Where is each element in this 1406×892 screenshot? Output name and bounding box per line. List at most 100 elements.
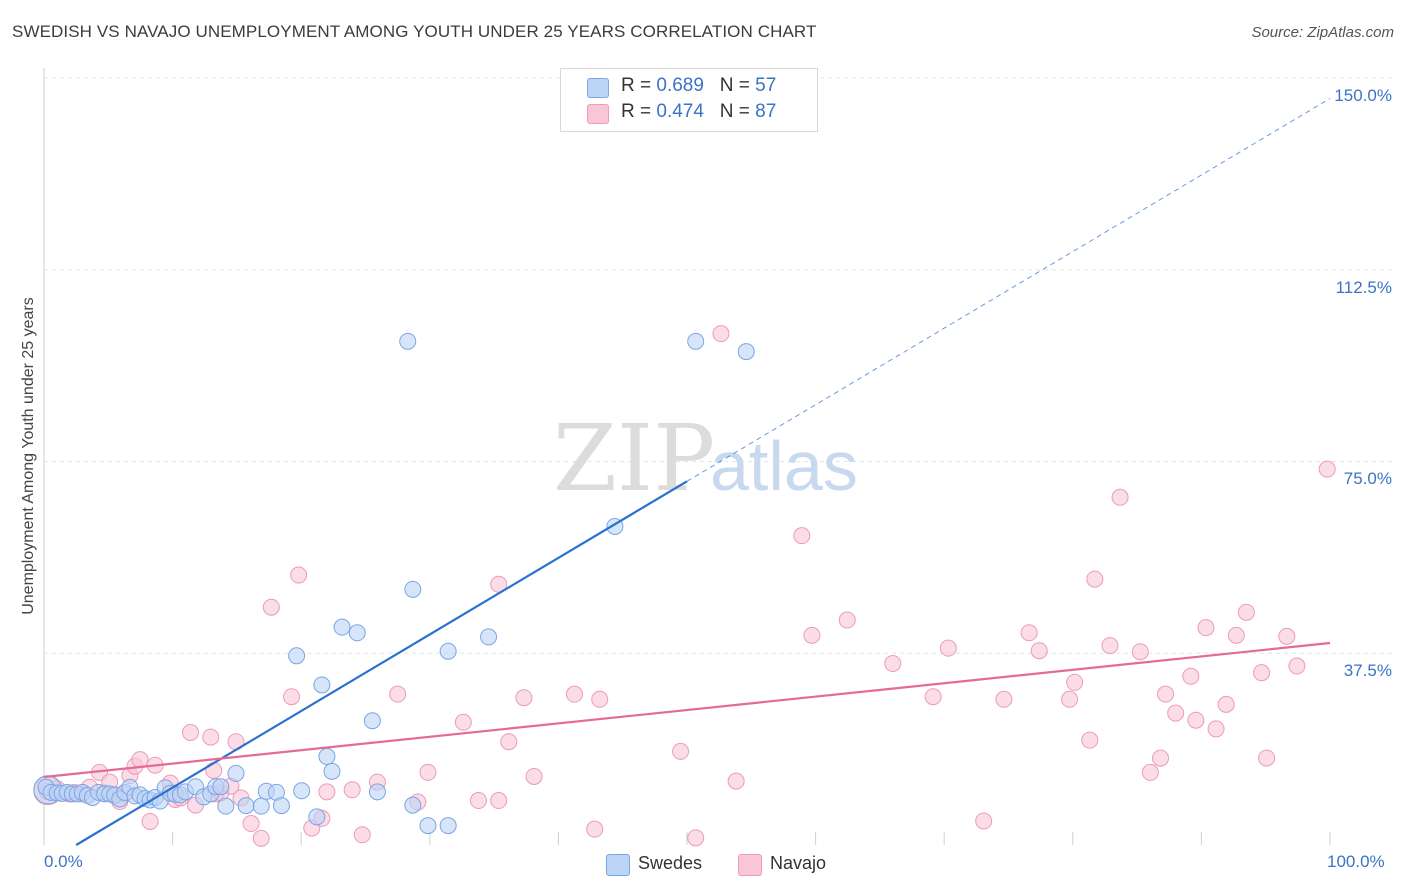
swedes-point-36 — [252, 797, 270, 815]
swedes-point-32 — [212, 778, 230, 796]
navajo-point-31 — [252, 829, 270, 847]
navajo-legend-label: Navajo — [770, 853, 827, 873]
swedes-point-35 — [237, 797, 255, 815]
swedes-point-51 — [404, 796, 422, 814]
swedes-point-50 — [404, 580, 422, 598]
navajo-point-83 — [1217, 695, 1235, 713]
navajo-point-38 — [343, 781, 361, 799]
swedes-legend-label: Swedes — [638, 853, 703, 873]
navajo-point-44 — [454, 713, 472, 731]
navajo-point-77 — [1157, 685, 1175, 703]
navajo-point-84 — [1227, 626, 1245, 644]
y-axis-label: Unemployment Among Youth under 25 years — [20, 297, 37, 615]
navajo-point-30 — [242, 815, 260, 833]
swedes-trend-solid — [75, 480, 688, 846]
swedes-point-44 — [318, 748, 336, 766]
swedes-point-34 — [227, 764, 245, 782]
navajo-point-61 — [884, 654, 902, 672]
navajo-point-70 — [1081, 731, 1099, 749]
navajo-point-15 — [141, 812, 159, 830]
navajo-point-32 — [262, 598, 280, 616]
swedes-swatch — [587, 78, 609, 98]
navajo-point-62 — [924, 688, 942, 706]
navajo-point-90 — [1318, 460, 1336, 478]
grid-lines — [44, 77, 1394, 654]
navajo-point-65 — [995, 690, 1013, 708]
navajo-point-82 — [1207, 720, 1225, 738]
navajo-point-34 — [290, 566, 308, 584]
navajo-point-54 — [672, 742, 690, 760]
swedes-point-59 — [737, 343, 755, 361]
x-tick-max: 100.0% — [1327, 852, 1385, 871]
correlation-legend: R = 0.689 N = 57 R = 0.474 N = 87 — [560, 68, 818, 132]
navajo-point-71 — [1086, 570, 1104, 588]
navajo-point-75 — [1141, 763, 1159, 781]
navajo-point-58 — [793, 527, 811, 545]
swedes-point-46 — [333, 618, 351, 636]
navajo-point-57 — [727, 772, 745, 790]
navajo-point-53 — [591, 690, 609, 708]
navajo-legend-swatch — [738, 854, 762, 876]
navajo-point-74 — [1131, 643, 1149, 661]
watermark-atlas: atlas — [710, 427, 858, 505]
navajo-point-59 — [803, 626, 821, 644]
navajo-point-79 — [1182, 667, 1200, 685]
swedes-point-40 — [293, 782, 311, 800]
navajo-point-37 — [318, 783, 336, 801]
navajo-point-43 — [419, 763, 437, 781]
watermark-zip: ZIP — [553, 405, 715, 512]
navajo-point-39 — [353, 826, 371, 844]
navajo-point-24 — [205, 761, 223, 779]
navajo-point-76 — [1152, 749, 1170, 767]
navajo-trend — [43, 641, 1331, 779]
swedes-series — [33, 332, 755, 835]
navajo-point-56 — [712, 325, 730, 343]
swedes-point-43 — [288, 647, 306, 665]
navajo-point-81 — [1197, 619, 1215, 637]
navajo-point-67 — [1030, 642, 1048, 660]
navajo-point-48 — [500, 733, 518, 751]
swedes-point-47 — [348, 624, 366, 642]
watermark: ZIP atlas — [553, 405, 858, 512]
navajo-point-21 — [182, 724, 200, 742]
swedes-point-33 — [217, 797, 235, 815]
navajo-point-33 — [283, 688, 301, 706]
navajo-point-14 — [131, 751, 149, 769]
x-tick-min: 0.0% — [44, 852, 83, 871]
navajo-point-50 — [525, 767, 543, 785]
swedes-point-48 — [363, 712, 381, 730]
navajo-point-72 — [1101, 637, 1119, 655]
swedes-legend-swatch — [606, 854, 630, 876]
navajo-point-87 — [1258, 749, 1276, 767]
y-tick-75: 75.0% — [1343, 469, 1392, 488]
swedes-point-39 — [272, 797, 290, 815]
navajo-point-66 — [1020, 624, 1038, 642]
chart-title: SWEDISH VS NAVAJO UNEMPLOYMENT AMONG YOU… — [12, 22, 817, 41]
axes — [43, 68, 1331, 845]
navajo-series — [33, 325, 1336, 847]
swedes-point-49 — [368, 783, 386, 801]
source-credit: Source: ZipAtlas.com — [1251, 24, 1394, 41]
navajo-point-49 — [515, 689, 533, 707]
y-tick-150: 150.0% — [1334, 86, 1392, 105]
navajo-point-73 — [1111, 488, 1129, 506]
trend-lines — [43, 98, 1331, 846]
navajo-point-45 — [469, 792, 487, 810]
navajo-point-69 — [1066, 673, 1084, 691]
swedes-point-54 — [439, 817, 457, 835]
swedes-point-52 — [419, 817, 437, 835]
navajo-point-85 — [1237, 603, 1255, 621]
swedes-point-45 — [323, 762, 341, 780]
navajo-point-64 — [975, 812, 993, 830]
navajo-point-68 — [1061, 690, 1079, 708]
swedes-point-58 — [687, 332, 705, 350]
navajo-point-63 — [939, 639, 957, 657]
swedes-trend-dashed — [686, 98, 1331, 482]
navajo-point-60 — [838, 611, 856, 629]
navajo-point-52 — [586, 820, 604, 838]
navajo-point-89 — [1288, 657, 1306, 675]
navajo-point-23 — [202, 728, 220, 746]
swedes-point-42 — [313, 676, 331, 694]
swedes-point-41 — [308, 808, 326, 826]
